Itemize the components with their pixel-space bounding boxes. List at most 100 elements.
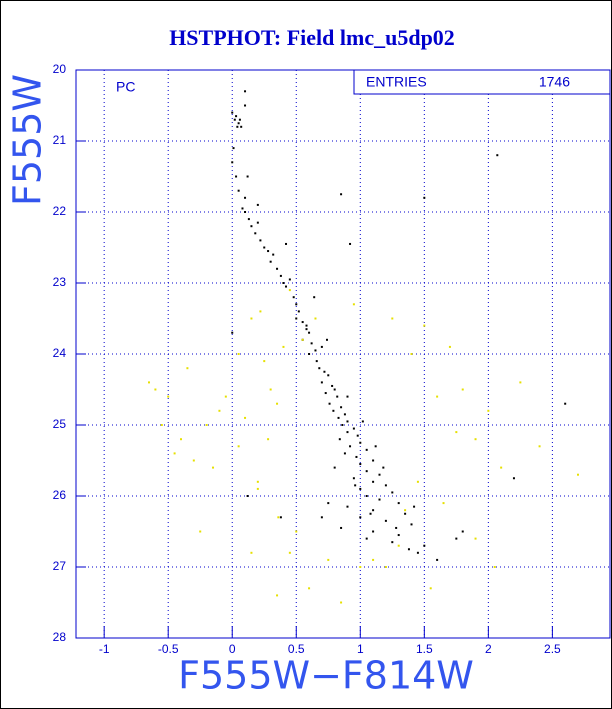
y-tick-label: 25 <box>53 417 67 431</box>
data-point <box>308 353 311 355</box>
data-point <box>240 125 243 128</box>
data-point <box>305 324 308 327</box>
data-point <box>308 587 311 590</box>
data-point <box>397 544 400 547</box>
data-point <box>346 505 349 508</box>
data-point <box>244 416 247 419</box>
data-point <box>237 122 240 125</box>
data-point <box>250 225 253 228</box>
data-point <box>263 246 266 249</box>
data-point <box>276 594 279 597</box>
data-point <box>378 473 381 476</box>
data-point <box>231 111 234 114</box>
data-point <box>333 466 336 469</box>
data-point <box>436 558 439 561</box>
data-point <box>323 370 326 373</box>
data-point <box>474 537 477 540</box>
data-point <box>231 161 234 164</box>
data-point <box>235 175 238 178</box>
y-tick-label: 26 <box>53 488 67 502</box>
data-point <box>423 544 426 547</box>
data-point <box>493 566 496 568</box>
data-point <box>256 487 259 490</box>
data-point <box>327 502 330 505</box>
data-point <box>237 353 240 355</box>
data-point <box>365 470 368 473</box>
data-point <box>442 502 445 505</box>
data-point <box>461 388 464 391</box>
data-point <box>416 480 419 483</box>
data-point <box>352 303 355 306</box>
data-point <box>352 427 355 430</box>
data-point <box>244 211 247 213</box>
data-point <box>256 203 259 206</box>
data-point <box>365 495 368 497</box>
x-axis-label: F555W−F814W <box>178 654 474 698</box>
data-point <box>205 424 208 426</box>
data-point <box>397 534 400 537</box>
data-point <box>256 221 259 224</box>
data-point <box>237 445 240 448</box>
data-point <box>218 409 221 412</box>
data-point <box>359 516 362 519</box>
data-point <box>282 345 285 348</box>
data-point <box>250 551 253 554</box>
data-point <box>576 473 579 476</box>
y-tick-label: 23 <box>53 275 67 289</box>
x-tick-label: 2.5 <box>544 642 561 656</box>
data-point <box>455 537 458 540</box>
data-point <box>340 193 343 196</box>
data-point <box>346 395 349 398</box>
data-point <box>359 566 362 568</box>
stats-box <box>353 69 611 95</box>
data-point <box>310 342 313 345</box>
data-point <box>474 438 477 441</box>
data-point <box>315 360 318 363</box>
data-point <box>285 285 288 288</box>
data-point <box>320 381 323 384</box>
data-point <box>282 282 285 284</box>
data-point <box>180 438 183 441</box>
data-point <box>384 519 387 522</box>
data-point <box>337 416 340 419</box>
data-point <box>272 253 275 256</box>
x-tick-label: 0 <box>229 642 236 656</box>
data-point <box>333 388 336 391</box>
data-point <box>384 566 387 568</box>
data-point <box>288 289 291 292</box>
data-point <box>212 466 215 469</box>
data-point <box>382 466 385 469</box>
data-point <box>233 118 236 121</box>
data-point <box>244 104 247 107</box>
data-point <box>343 413 346 416</box>
data-point <box>295 303 298 306</box>
data-point <box>340 406 343 409</box>
data-point <box>327 374 330 377</box>
data-point <box>318 367 321 370</box>
data-point <box>269 388 272 391</box>
data-point <box>354 484 357 487</box>
data-point <box>404 512 407 515</box>
data-point <box>455 431 458 434</box>
data-point <box>288 278 291 281</box>
data-point <box>192 459 195 462</box>
data-point <box>285 242 288 245</box>
data-point <box>241 207 244 210</box>
data-point <box>263 360 266 363</box>
data-point <box>279 274 282 277</box>
data-point <box>199 530 202 533</box>
data-point <box>232 147 235 150</box>
data-point <box>487 409 490 412</box>
data-point <box>313 296 316 299</box>
data-point <box>407 548 410 551</box>
data-point <box>346 420 349 423</box>
data-point <box>259 310 262 313</box>
data-point <box>324 392 327 395</box>
data-point <box>423 196 426 199</box>
data-point <box>365 537 368 540</box>
data-point <box>173 452 176 455</box>
data-point <box>267 438 270 441</box>
data-point <box>325 338 328 341</box>
data-point <box>564 402 567 405</box>
